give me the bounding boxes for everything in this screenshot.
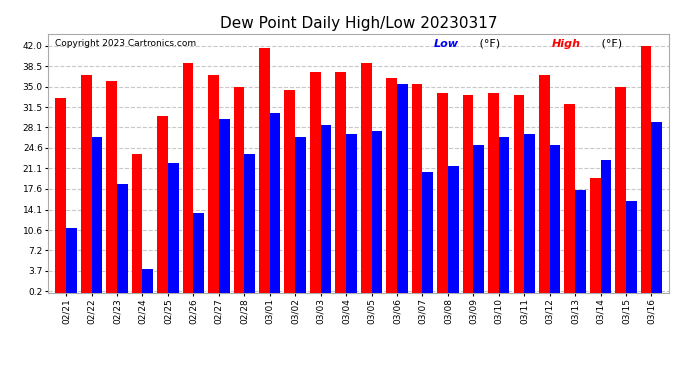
Bar xyxy=(284,90,295,292)
Bar xyxy=(270,113,280,292)
Bar xyxy=(55,99,66,292)
Bar xyxy=(626,201,637,292)
Bar xyxy=(448,166,459,292)
Bar xyxy=(462,96,473,292)
Bar xyxy=(422,172,433,292)
Bar xyxy=(361,63,371,292)
Bar xyxy=(106,81,117,292)
Bar xyxy=(564,104,575,292)
Text: Low: Low xyxy=(433,39,458,49)
Bar xyxy=(437,93,448,292)
Bar xyxy=(346,134,357,292)
Bar xyxy=(651,122,662,292)
Bar xyxy=(412,84,422,292)
Bar xyxy=(499,136,509,292)
Bar xyxy=(590,178,600,292)
Bar xyxy=(335,72,346,292)
Bar xyxy=(473,146,484,292)
Bar xyxy=(539,75,550,292)
Bar xyxy=(132,154,142,292)
Bar xyxy=(183,63,193,292)
Bar xyxy=(310,72,321,292)
Bar xyxy=(524,134,535,292)
Bar xyxy=(397,84,408,292)
Bar xyxy=(615,87,626,292)
Bar xyxy=(600,160,611,292)
Bar xyxy=(386,78,397,292)
Text: (°F): (°F) xyxy=(598,39,622,49)
Text: Copyright 2023 Cartronics.com: Copyright 2023 Cartronics.com xyxy=(55,39,196,48)
Text: High: High xyxy=(551,39,580,49)
Bar xyxy=(259,48,270,292)
Title: Dew Point Daily High/Low 20230317: Dew Point Daily High/Low 20230317 xyxy=(220,16,497,31)
Bar xyxy=(193,213,204,292)
Bar xyxy=(157,116,168,292)
Bar xyxy=(513,96,524,292)
Bar xyxy=(575,190,586,292)
Bar xyxy=(168,163,179,292)
Bar xyxy=(550,146,560,292)
Bar xyxy=(488,93,499,292)
Bar xyxy=(234,87,244,292)
Bar xyxy=(117,184,128,292)
Bar xyxy=(92,136,102,292)
Bar xyxy=(208,75,219,292)
Bar xyxy=(81,75,92,292)
Bar xyxy=(244,154,255,292)
Bar xyxy=(219,119,230,292)
Bar xyxy=(142,269,153,292)
Bar xyxy=(295,136,306,292)
Text: (°F): (°F) xyxy=(475,39,500,49)
Bar xyxy=(321,125,331,292)
Bar xyxy=(371,131,382,292)
Bar xyxy=(66,228,77,292)
Bar xyxy=(641,45,651,292)
